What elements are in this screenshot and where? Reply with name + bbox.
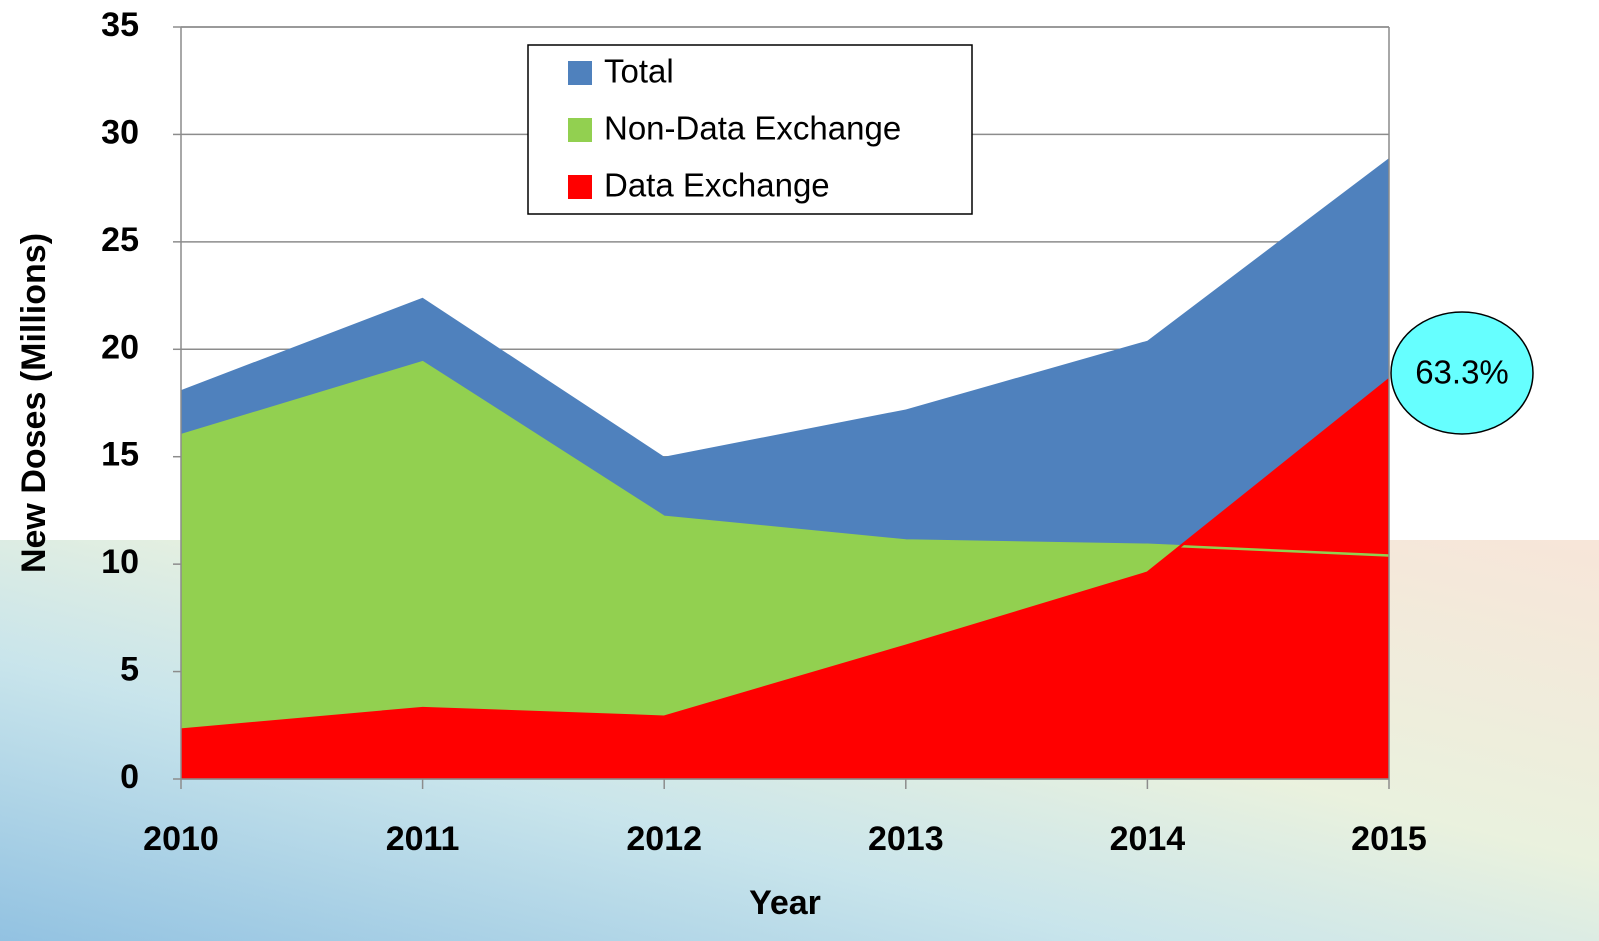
area-outline bbox=[180, 360, 1390, 557]
y-tick-label: 30 bbox=[101, 113, 139, 151]
legend-swatch bbox=[568, 61, 592, 85]
y-tick-label: 10 bbox=[101, 543, 139, 581]
legend-swatch bbox=[568, 175, 592, 199]
x-tick-label: 2013 bbox=[868, 820, 944, 858]
x-tick-label: 2012 bbox=[626, 820, 702, 858]
area-outline bbox=[180, 378, 1390, 731]
y-tick-label: 20 bbox=[101, 328, 139, 366]
x-axis-title: Year bbox=[749, 884, 821, 922]
x-tick-label: 2010 bbox=[143, 820, 219, 858]
annotation: 63.3% bbox=[1415, 354, 1509, 391]
area bbox=[181, 379, 1389, 779]
x-tick-label: 2014 bbox=[1110, 820, 1186, 858]
legend-swatch bbox=[568, 118, 592, 142]
legend-label: Data Exchange bbox=[604, 167, 830, 204]
legend-label: Non-Data Exchange bbox=[604, 110, 901, 147]
legend: Total Non-Data Exchange Data Exchange bbox=[527, 44, 973, 215]
y-axis-title: New Doses (Millions) bbox=[15, 233, 53, 573]
y-tick-label: 5 bbox=[120, 651, 139, 689]
annotation-bubble bbox=[1390, 311, 1534, 435]
y-tick-label: 15 bbox=[101, 436, 139, 474]
y-tick-label: 25 bbox=[101, 221, 139, 259]
legend-box bbox=[527, 44, 973, 215]
legend-label: Total bbox=[604, 53, 674, 90]
y-tick-label: 35 bbox=[101, 6, 139, 44]
x-tick-label: 2011 bbox=[386, 820, 460, 858]
y-tick-label: 0 bbox=[120, 758, 139, 796]
x-tick-label: 2015 bbox=[1351, 820, 1427, 858]
